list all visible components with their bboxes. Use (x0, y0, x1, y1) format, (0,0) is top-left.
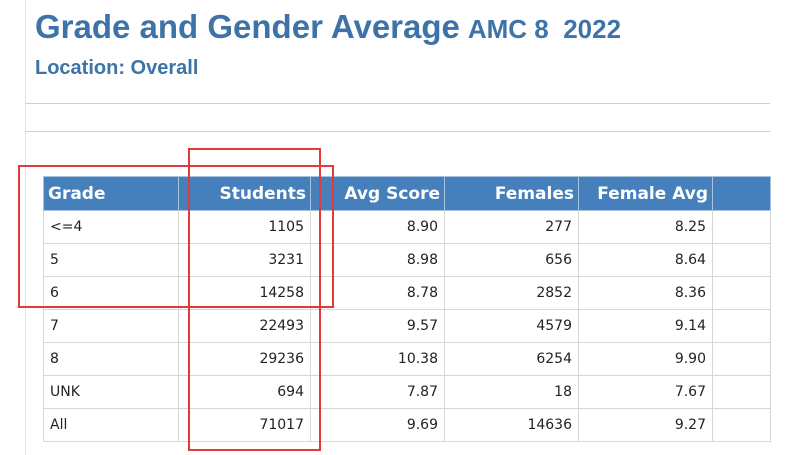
table-cell: 8.36 (578, 276, 713, 310)
table-cell: 1105 (178, 210, 311, 244)
data-table: Grade Students Avg Score Females Female Avg … (43, 176, 771, 442)
table-cell-empty (712, 210, 771, 244)
table-cell: All (43, 408, 179, 442)
table-cell: 9.90 (578, 342, 713, 376)
table-cell: 8 (43, 342, 179, 376)
table-row: UNK 694 7.87 18 7.67 (43, 375, 771, 409)
divider (25, 103, 770, 104)
table-cell: 14258 (178, 276, 311, 310)
table-cell: 4579 (444, 309, 579, 343)
table-cell: 8.64 (578, 243, 713, 277)
table-cell: UNK (43, 375, 179, 409)
table-row: 6 14258 8.78 2852 8.36 (43, 276, 771, 310)
table-body: <=4 1105 8.90 277 8.25 5 3231 8.98 656 8.64 6 14258… (43, 210, 771, 442)
subtitle: AMC 8 2022 (467, 14, 622, 44)
table-cell: 22493 (178, 309, 311, 343)
table-cell-empty (712, 408, 771, 442)
table-row: <=4 1105 8.90 277 8.25 (43, 210, 771, 244)
table-cell: 18 (444, 375, 579, 409)
column-header: Females (444, 176, 579, 211)
table-cell-empty (712, 375, 771, 409)
table-row: 7 22493 9.57 4579 9.14 (43, 309, 771, 343)
table-cell: 8.78 (310, 276, 445, 310)
table-cell: 71017 (178, 408, 311, 442)
table-cell: 9.27 (578, 408, 713, 442)
column-header: Grade (43, 176, 179, 211)
table-cell: 277 (444, 210, 579, 244)
divider (25, 131, 770, 132)
table-cell-empty (712, 276, 771, 310)
table-cell: 7.87 (310, 375, 445, 409)
table-cell: 6 (43, 276, 179, 310)
column-header: Students (178, 176, 311, 211)
table-row: 5 3231 8.98 656 8.64 (43, 243, 771, 277)
table-cell: 9.69 (310, 408, 445, 442)
table-cell-empty (712, 243, 771, 277)
table-cell: 8.25 (578, 210, 713, 244)
table-cell: 14636 (444, 408, 579, 442)
table-cell: 6254 (444, 342, 579, 376)
column-header-empty (712, 176, 771, 211)
table-cell: 694 (178, 375, 311, 409)
table-cell: 5 (43, 243, 179, 277)
table-cell: 656 (444, 243, 579, 277)
location: Location: Overall (35, 57, 199, 79)
table-cell: 8.90 (310, 210, 445, 244)
header-row: Grade Students Avg Score Females Female Avg (43, 176, 771, 211)
table-cell: 8.98 (310, 243, 445, 277)
table-cell: 2852 (444, 276, 579, 310)
table-cell: 10.38 (310, 342, 445, 376)
border-line (25, 0, 26, 455)
table-cell: 7 (43, 309, 179, 343)
table-row: All 71017 9.69 14636 9.27 (43, 408, 771, 442)
table-cell: 3231 (178, 243, 311, 277)
table-cell: 9.14 (578, 309, 713, 343)
table-cell: 29236 (178, 342, 311, 376)
page-title: Grade and Gender Average AMC 8 2022 (35, 8, 621, 46)
table-row: 8 29236 10.38 6254 9.90 (43, 342, 771, 376)
table-cell-empty (712, 342, 771, 376)
table-cell: <=4 (43, 210, 179, 244)
table-cell: 9.57 (310, 309, 445, 343)
title-text: Grade and Gender Average (35, 8, 460, 45)
table-cell-empty (712, 309, 771, 343)
column-header: Female Avg (578, 176, 713, 211)
column-header: Avg Score (310, 176, 445, 211)
table-cell: 7.67 (578, 375, 713, 409)
